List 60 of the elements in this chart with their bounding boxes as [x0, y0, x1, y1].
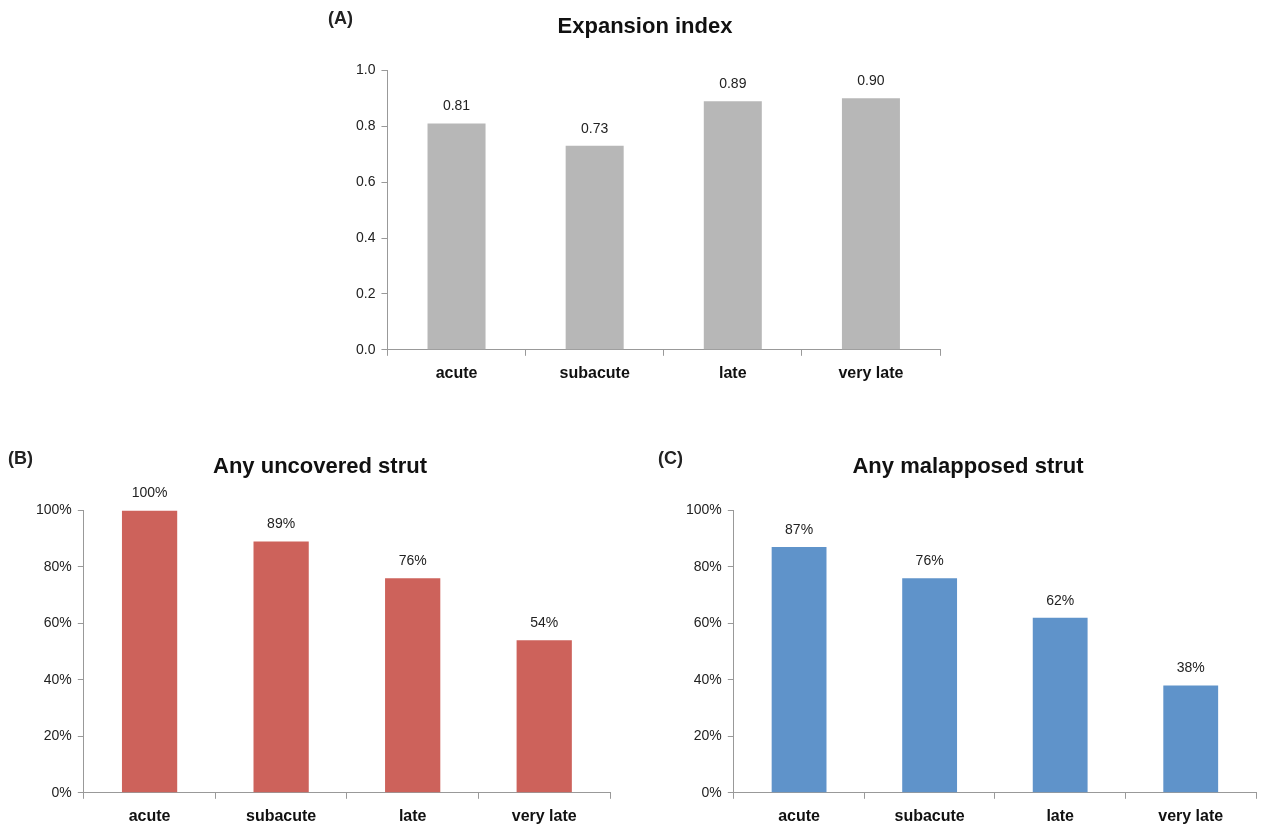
data-label: 0.90	[857, 72, 885, 89]
y-tick-label: 20%	[693, 727, 722, 744]
y-tick-label: 40%	[43, 670, 72, 687]
y-tick-label: 100%	[685, 501, 722, 518]
data-label: 0.89	[719, 74, 747, 91]
bar	[1163, 685, 1219, 793]
x-tick-label: subacute	[246, 806, 317, 824]
y-tick-label: 20%	[43, 727, 72, 744]
y-tick-label: 0%	[51, 783, 72, 800]
bar	[902, 578, 958, 793]
x-tick-label: very late	[838, 363, 904, 381]
x-tick-label: late	[1046, 806, 1075, 824]
bar	[121, 510, 178, 793]
bar	[253, 541, 309, 793]
y-tick-label: 0.2	[355, 284, 376, 301]
y-tick-label: 0.8	[355, 117, 376, 134]
text: (C)	[658, 447, 683, 468]
y-tick-label: 80%	[693, 557, 722, 574]
y-tick-label: 100%	[35, 501, 72, 518]
x-tick-label: acute	[435, 363, 478, 381]
data-label: 38%	[1176, 659, 1205, 676]
x-tick-label: subacute	[894, 806, 965, 824]
bar	[427, 123, 486, 350]
data-label: 89%	[267, 515, 296, 532]
bar	[771, 547, 827, 793]
bar	[565, 145, 624, 350]
x-tick-label: late	[398, 806, 427, 824]
x-tick-label: very late	[1158, 806, 1224, 824]
data-label: 76%	[398, 552, 427, 569]
y-tick-label: 0%	[701, 783, 722, 800]
x-tick-label: acute	[778, 806, 821, 824]
y-tick-label: 40%	[693, 670, 722, 687]
y-tick-label: 60%	[43, 614, 72, 631]
y-tick-label: 0.0	[355, 340, 376, 357]
bar	[385, 578, 441, 793]
x-tick-label: acute	[128, 806, 171, 824]
chart-title: Expansion index	[557, 13, 734, 39]
data-label: 62%	[1046, 591, 1075, 608]
x-tick-label: late	[719, 363, 747, 381]
data-label: 76%	[915, 552, 944, 569]
text: (A)	[328, 7, 353, 28]
chart-title: Any uncovered strut	[213, 453, 428, 479]
bar	[841, 98, 900, 350]
x-tick-label: very late	[511, 806, 577, 824]
data-label: 54%	[530, 614, 559, 631]
data-label: 0.73	[581, 119, 609, 136]
bar	[1032, 617, 1088, 793]
data-label: 100%	[131, 484, 168, 501]
y-tick-label: 0.4	[355, 228, 376, 245]
chart-title: Any malapposed strut	[852, 453, 1085, 479]
data-label: 87%	[785, 520, 814, 537]
text: (B)	[8, 447, 33, 468]
y-tick-label: 60%	[693, 614, 722, 631]
bar	[516, 640, 572, 793]
bar	[703, 101, 762, 350]
y-tick-label: 80%	[43, 557, 72, 574]
y-tick-label: 1.0	[355, 61, 376, 78]
data-label: 0.81	[442, 97, 471, 114]
x-tick-label: subacute	[559, 363, 630, 381]
y-tick-label: 0.6	[355, 173, 376, 190]
